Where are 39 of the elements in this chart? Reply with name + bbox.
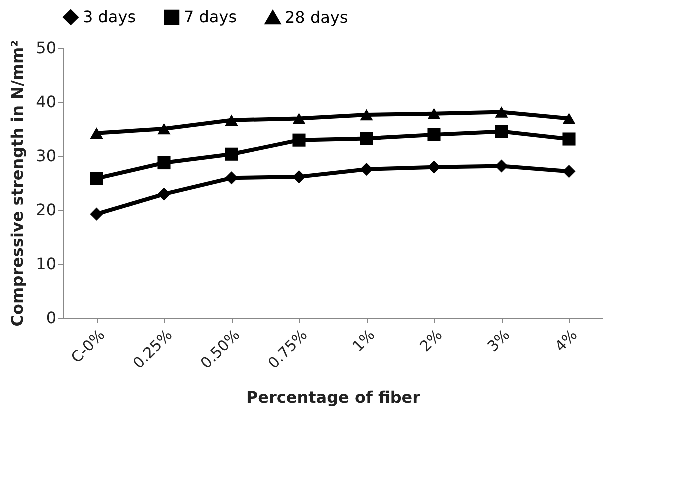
point	[495, 125, 508, 138]
y-tick-label: 30	[36, 146, 56, 166]
point	[158, 156, 171, 170]
point	[562, 132, 576, 146]
x-tick-label: 4%	[552, 326, 582, 356]
point	[292, 170, 306, 184]
point	[158, 188, 171, 201]
point	[225, 172, 238, 185]
point	[292, 113, 306, 124]
point	[225, 148, 238, 161]
point	[158, 123, 171, 135]
y-tick-label: 20	[36, 200, 56, 220]
y-tick-label: 40	[36, 92, 56, 112]
point	[90, 172, 104, 186]
x-tick-label: 1%	[349, 326, 379, 356]
point	[90, 128, 104, 139]
y-tick-label: 0	[46, 308, 56, 328]
y-tick-label: 50	[36, 38, 56, 58]
point	[90, 208, 104, 221]
y-axis-title: Compressive strength in N/mm²	[8, 40, 28, 327]
legend-label: 7 days	[184, 7, 238, 26]
y-tick-label: 10	[36, 254, 56, 274]
point	[225, 114, 238, 126]
point	[495, 160, 508, 173]
point	[360, 109, 374, 121]
x-axis-title: Percentage of fiber	[246, 388, 421, 407]
point	[428, 160, 441, 174]
x-tick-label: 3%	[484, 326, 514, 356]
point	[360, 132, 374, 146]
point	[428, 108, 441, 120]
point	[562, 165, 576, 178]
point	[428, 128, 441, 142]
point	[360, 162, 374, 176]
legend-label: 28 days	[285, 8, 348, 27]
point	[495, 106, 508, 118]
x-tick-label: 2%	[416, 326, 446, 356]
point	[292, 134, 306, 147]
point	[562, 113, 576, 124]
legend-label: 3 days	[83, 7, 136, 26]
